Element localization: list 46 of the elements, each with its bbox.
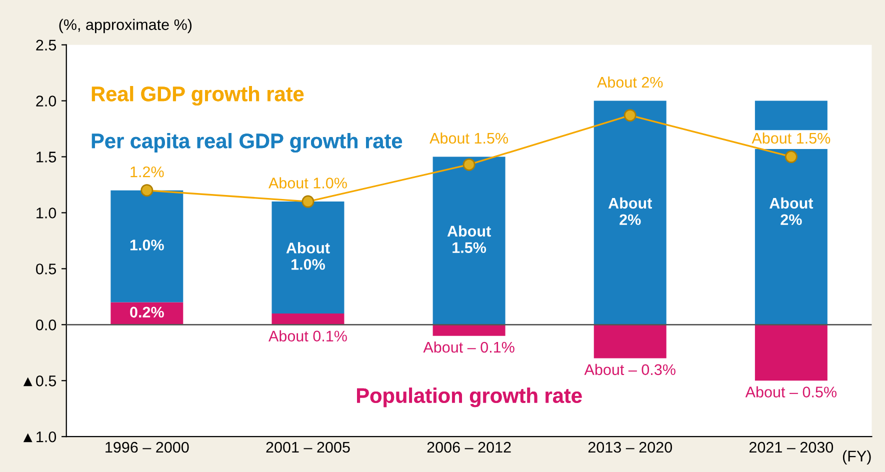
bar: [432, 324, 506, 336]
data-label: About 1.0%: [268, 177, 347, 188]
data-label: About – 0.1%: [423, 341, 514, 353]
data-label: About – 0.3%: [584, 364, 676, 376]
data-label: 1.2%: [130, 166, 164, 178]
bar: [754, 324, 828, 381]
x-axis-title: (FY): [842, 450, 871, 465]
bar: [110, 190, 184, 302]
point: [302, 195, 314, 208]
data-label: About 1.0%: [286, 242, 330, 270]
series-label: Population growth rate: [357, 388, 582, 408]
data-label: 0.2%: [130, 306, 164, 318]
y-tick-label: 2.5: [36, 40, 56, 51]
x-tick-label: 2021 – 2030: [749, 442, 834, 453]
text: Real GDP growth rate: [92, 86, 304, 106]
point: [462, 158, 476, 171]
bar: [432, 156, 506, 325]
data-label: About 2%: [770, 197, 814, 226]
y-tick-label: 0.5: [36, 264, 56, 274]
y-tick-label: 1.0: [36, 208, 56, 218]
x-tick-label: 2013 – 2020: [588, 442, 672, 453]
bar: [272, 202, 344, 314]
point: [140, 184, 154, 197]
data-label: About 2%: [608, 197, 652, 226]
y-tick-label: ▲1.0: [23, 431, 56, 442]
x-tick-label: 1996 – 2000: [106, 442, 189, 453]
data-label: About 1.5%: [752, 132, 830, 144]
y-tick-label: 2.0: [36, 96, 56, 106]
y-tick-label: 0.0: [36, 320, 56, 330]
y-tick-label: 1.5: [36, 152, 56, 162]
y-axis-title: (%, approximate %): [59, 18, 192, 34]
data-label: About – 0.5%: [745, 386, 837, 398]
data-label: About 1.5%: [430, 132, 508, 144]
data-label: About 1.5%: [447, 225, 491, 254]
data-label: About 2%: [597, 76, 663, 88]
bar: [594, 100, 666, 325]
series-label: Per capita real GDP growth rate: [92, 133, 402, 153]
y-tick-label: ▲0.5: [23, 376, 56, 386]
data-label: About 0.1%: [268, 330, 347, 342]
bar: [272, 313, 344, 325]
bar: [594, 324, 666, 358]
x-tick-label: 2001 – 2005: [266, 442, 350, 453]
point: [784, 150, 798, 164]
data-label: 1.0%: [130, 240, 164, 250]
point: [624, 109, 636, 122]
x-tick-label: 2006 – 2012: [427, 442, 511, 453]
